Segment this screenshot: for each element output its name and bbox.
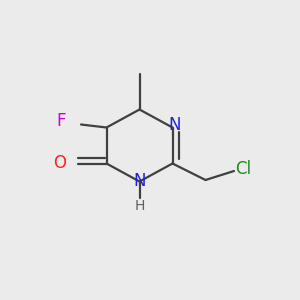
Text: N: N: [134, 172, 146, 190]
Text: O: O: [53, 154, 67, 172]
Text: N: N: [169, 116, 181, 134]
Text: F: F: [56, 112, 66, 130]
Text: Cl: Cl: [236, 160, 252, 178]
Text: H: H: [134, 199, 145, 212]
